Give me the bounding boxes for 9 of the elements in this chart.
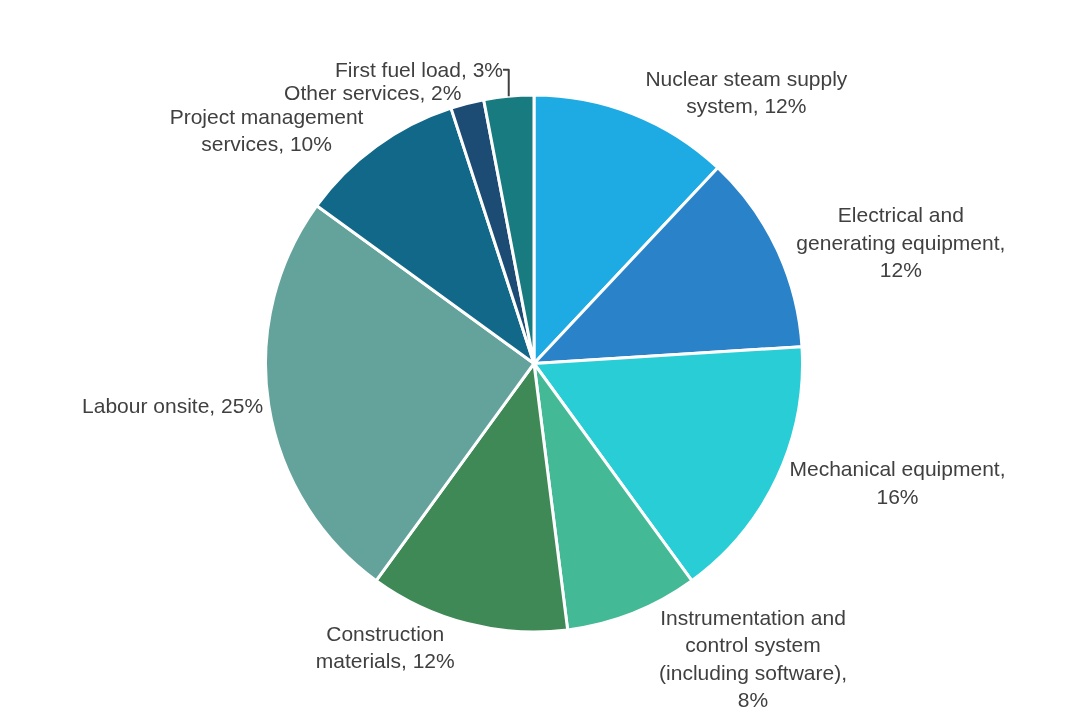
slice-label: First fuel load, 3% bbox=[334, 58, 503, 82]
slice-label: Instrumentation and control system (including software), 8% bbox=[659, 606, 847, 711]
slice-label: Mechanical equipment, 16% bbox=[789, 457, 1006, 508]
slice-label: Other services, 2% bbox=[284, 81, 462, 105]
slice-label: Nuclear steam supply system, 12% bbox=[645, 66, 848, 118]
slice-label: Labour onsite, 25% bbox=[82, 394, 264, 418]
slice-label: Construction materials, 12% bbox=[315, 622, 455, 673]
slice-label: Electrical and generating equipment, 12% bbox=[796, 203, 1006, 281]
slice-label: Project management services, 10% bbox=[169, 104, 364, 155]
